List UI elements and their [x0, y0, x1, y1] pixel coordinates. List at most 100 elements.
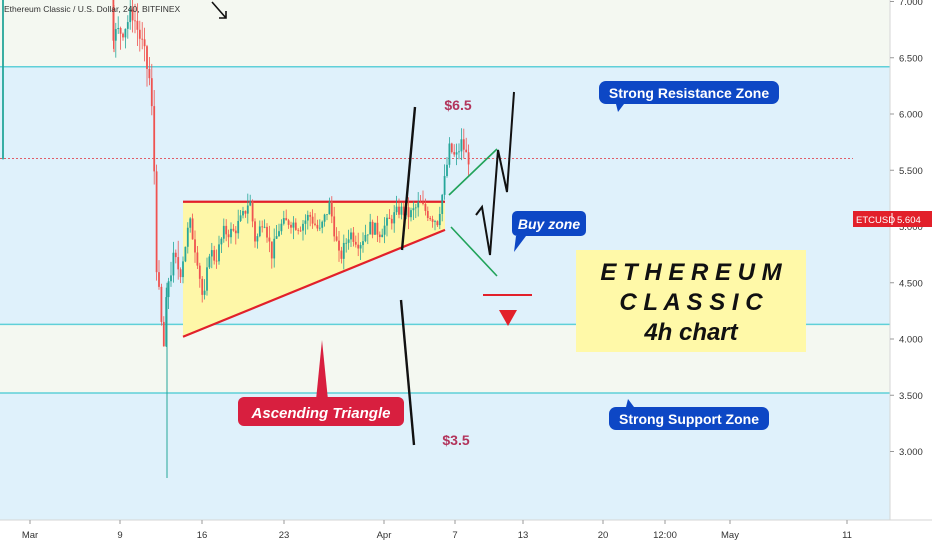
y-tick-label: 4.500: [899, 278, 923, 289]
candle-body: [326, 214, 328, 216]
candle-body: [386, 217, 388, 226]
candle-body: [311, 216, 314, 224]
candle-body: [292, 222, 295, 228]
candle-body: [467, 152, 470, 165]
x-tick-label: 9: [117, 530, 122, 541]
candle-body: [388, 217, 391, 219]
flag-upper-line: [448, 148, 498, 196]
candle-body: [237, 220, 240, 234]
candle-body: [434, 221, 436, 223]
price-tag: ETCUSD 5.604: [853, 211, 932, 227]
candle-body: [441, 194, 444, 214]
title-line1: E T H E R E U M: [600, 259, 782, 286]
buy-label-text: Buy zone: [518, 216, 580, 232]
candle-body: [321, 221, 324, 228]
y-tick-label: 6.500: [899, 53, 923, 64]
candle-body: [422, 202, 424, 204]
title-line2: C L A S S I C: [619, 289, 763, 316]
candle-body: [347, 239, 350, 243]
buy-zone-label: Buy zone: [512, 211, 586, 252]
drawings-layer: [399, 91, 532, 446]
candle-body: [222, 225, 225, 239]
x-tick-label: 12:00: [653, 530, 677, 541]
time-axis: Mar 9 16 23 Apr 7 13 20 12:00 May 11: [0, 519, 932, 550]
candle-body: [465, 149, 468, 153]
buy-label-box: [512, 211, 586, 236]
candle-body: [460, 139, 463, 152]
y-tick-label: 6.000: [899, 110, 923, 121]
zone-fill-0: [0, 0, 890, 67]
time-axis-bg: [0, 520, 932, 550]
candle-body: [316, 224, 319, 229]
candle-body: [383, 225, 386, 235]
candle-body: [410, 210, 412, 218]
candle-body: [275, 236, 278, 239]
candle-body: [429, 217, 432, 220]
candle-body: [333, 216, 336, 237]
title-line3: 4h chart: [643, 319, 738, 346]
candle-body: [431, 219, 434, 222]
target-low-label: $3.5: [442, 432, 469, 448]
candle-body: [215, 260, 218, 262]
flag-lower-line: [450, 226, 498, 277]
symbol-title: Ethereum Classic / U.S. Dollar, 240, BIT…: [4, 4, 181, 14]
candle-body: [258, 226, 261, 237]
candle-body: [136, 20, 139, 30]
y-tick-label: 7.000: [899, 0, 923, 8]
candle-body: [330, 201, 333, 217]
candle-body: [374, 222, 376, 235]
price-tag-symbol: ETCUSD: [856, 215, 895, 226]
candle-body: [278, 231, 280, 237]
candle-body: [201, 278, 204, 295]
candle-body: [309, 214, 312, 217]
candle-body: [350, 232, 352, 240]
candle-body: [302, 223, 304, 231]
triangle-label-text: Ascending Triangle: [251, 405, 391, 422]
candle-body: [131, 8, 134, 21]
candle-body: [148, 68, 151, 79]
candle-body: [198, 265, 201, 279]
candle-body: [189, 218, 192, 228]
x-tick-label: 11: [842, 530, 852, 541]
candle-body: [268, 237, 271, 242]
support-label-text: Strong Support Zone: [619, 411, 759, 427]
candle-body: [443, 175, 446, 195]
candle-body: [177, 257, 180, 270]
candle-body: [122, 33, 124, 38]
candle-body: [306, 214, 309, 221]
candle-body: [328, 201, 331, 215]
candle-body: [210, 250, 213, 257]
candle-body: [446, 164, 448, 176]
candle-body: [455, 152, 458, 155]
price-axis-bg: [890, 0, 932, 520]
candle-body: [162, 321, 165, 347]
candle-body: [402, 206, 405, 216]
candle-body: [191, 218, 194, 240]
y-tick-label: 5.500: [899, 166, 923, 177]
candle-body: [282, 218, 285, 224]
candle-body: [318, 227, 321, 229]
candle-body: [196, 252, 199, 266]
candle-body: [129, 8, 132, 23]
candle-body: [417, 202, 420, 208]
candle-body: [359, 245, 362, 249]
resistance-label-box: [599, 81, 779, 104]
candle-body: [390, 218, 393, 224]
candle-body: [338, 240, 340, 251]
candle-body: [244, 211, 247, 214]
x-tick-label: 23: [279, 530, 290, 541]
candle-body: [263, 226, 266, 228]
candle-body: [345, 242, 348, 244]
x-tick-label: Apr: [377, 530, 392, 541]
x-tick-label: 20: [598, 530, 609, 541]
resistance-label-pointer: [616, 104, 624, 112]
candle-body: [146, 46, 148, 69]
candle-body: [357, 244, 360, 249]
candle-body: [352, 232, 355, 242]
candle-body: [230, 228, 232, 238]
resistance-zone-label: Strong Resistance Zone: [599, 81, 779, 112]
candle-body: [426, 210, 429, 218]
candle-body: [378, 234, 381, 238]
candle-body: [150, 78, 153, 107]
